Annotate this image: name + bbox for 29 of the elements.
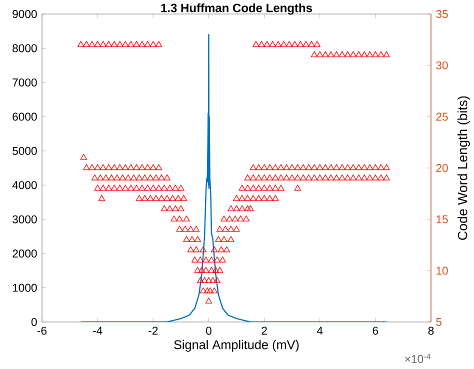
y2-axis-title: Code Word Length (bits) [457,96,470,240]
x-tick-label: -4 [93,326,102,335]
x-tick-label: -2 [148,326,158,335]
y-tick-label: 6000 [12,112,37,121]
y2-tick-label: 20 [436,164,448,172]
x-tick-label: 8 [428,326,434,335]
y-tick-label: 2000 [12,250,37,258]
y-tick-label: 8000 [12,44,37,52]
y-tick-label: 3000 [12,215,37,224]
y2-tick-label: 25 [436,112,448,121]
y2-tick-label: 35 [436,10,448,18]
x-axis-title: Signal Amplitude (mV) [174,340,299,352]
y-tick-label: 4000 [12,181,37,190]
y2-tick-label: 15 [436,215,448,224]
y-tick-label: 1000 [12,284,37,292]
y2-tick-label: 10 [436,266,448,275]
text: ×10$^{-4}$ [405,354,430,364]
y-tick-label: 9000 [12,10,37,18]
y2-tick-label: 30 [436,61,448,70]
y-tick-label: 5000 [12,146,37,155]
x-tick-label: 0 [206,326,212,335]
x-tick-label: 2 [262,326,267,335]
x-tick-label: 4 [316,326,323,335]
x-tick-label: -6 [37,326,47,335]
x-tick-label: 6 [372,326,378,335]
y2-tick-label: 5 [436,318,442,326]
y-tick-label: 7000 [12,78,37,86]
chart-title: 1.3 Huffman Code Lengths [161,3,312,15]
y-tick-label: 0 [31,318,37,326]
